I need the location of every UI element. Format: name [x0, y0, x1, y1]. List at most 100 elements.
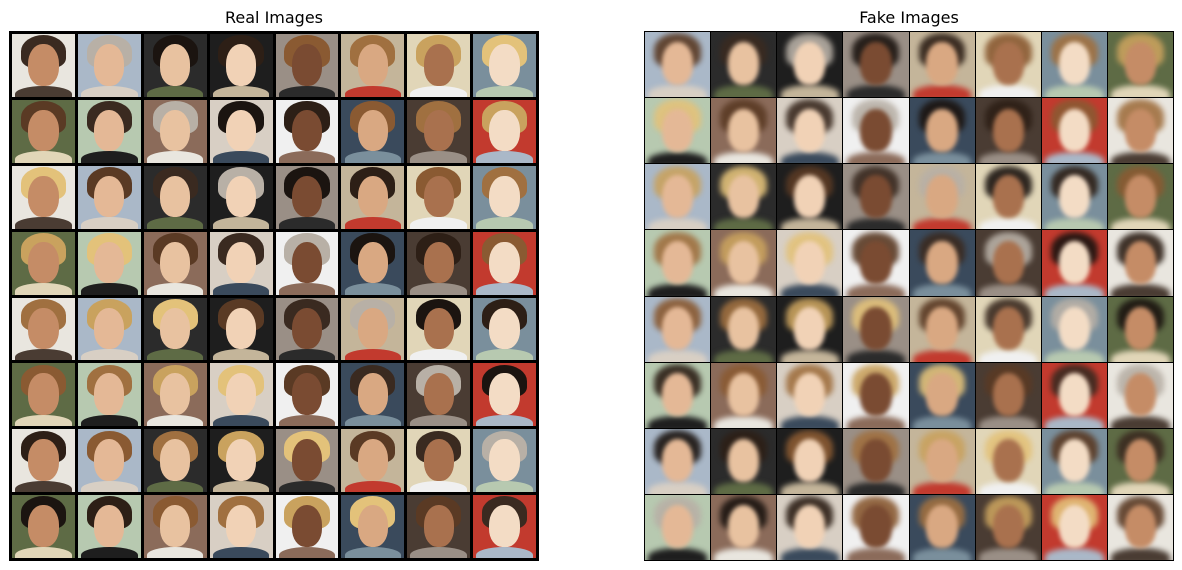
shoulders-shape	[912, 85, 972, 98]
face-shape	[28, 373, 59, 415]
face-shape	[357, 307, 388, 350]
real-image-tile	[275, 99, 339, 163]
face-shape	[291, 373, 323, 415]
face-shape	[291, 505, 323, 547]
face-shape	[728, 108, 760, 152]
fake-image-tile	[711, 362, 777, 428]
shoulders-shape	[978, 416, 1038, 428]
fake-image-tile	[1107, 428, 1173, 494]
face-shape	[1058, 306, 1090, 350]
face-shape	[926, 505, 958, 549]
fake-images-title: Fake Images	[859, 8, 959, 27]
face-shape	[357, 241, 388, 284]
face-shape	[1124, 174, 1157, 218]
face-shape	[225, 505, 257, 547]
face-shape	[661, 240, 694, 284]
face-shape	[94, 373, 125, 415]
shoulders-shape	[978, 482, 1038, 494]
face-shape	[992, 42, 1024, 86]
face-shape	[860, 108, 892, 152]
real-image-tile	[143, 429, 207, 493]
face-shape	[1058, 505, 1090, 549]
fake-image-tile	[909, 296, 975, 362]
shoulders-shape	[978, 548, 1038, 560]
real-image-tile	[77, 34, 141, 97]
face-shape	[225, 175, 257, 218]
shoulders-shape	[15, 480, 72, 493]
shoulders-shape	[81, 85, 138, 97]
face-shape	[728, 373, 760, 416]
face-shape	[160, 505, 191, 547]
shoulders-shape	[648, 283, 707, 296]
face-shape	[1058, 42, 1090, 86]
face-shape	[860, 42, 892, 86]
fake-image-tile	[975, 164, 1041, 230]
face-shape	[291, 44, 323, 86]
fake-image-tile	[1041, 32, 1107, 98]
real-image-tile	[12, 297, 75, 361]
fake-image-tile	[975, 230, 1041, 296]
face-shape	[28, 241, 59, 284]
fake-image-tile	[645, 296, 711, 362]
fake-image-tile	[909, 494, 975, 560]
face-shape	[489, 307, 520, 350]
real-image-tile	[12, 429, 75, 493]
face-shape	[225, 241, 257, 284]
fake-image-tile	[711, 32, 777, 98]
shoulders-shape	[146, 349, 204, 361]
shoulders-shape	[344, 85, 402, 97]
face-shape	[926, 174, 958, 218]
face-shape	[423, 44, 454, 86]
real-image-tile	[473, 231, 536, 295]
face-shape	[225, 307, 257, 350]
shoulders-shape	[476, 85, 533, 97]
shoulders-shape	[15, 151, 72, 163]
shoulders-shape	[780, 283, 840, 296]
face-shape	[357, 44, 388, 86]
face-shape	[794, 174, 826, 218]
fake-image-tile	[1107, 230, 1173, 296]
shoulders-shape	[81, 480, 138, 493]
real-image-tile	[341, 99, 405, 163]
fake-image-tile	[909, 164, 975, 230]
shoulders-shape	[846, 416, 906, 428]
shoulders-shape	[146, 151, 204, 163]
face-shape	[423, 175, 454, 218]
face-shape	[926, 373, 958, 416]
face-shape	[1124, 42, 1157, 86]
face-shape	[160, 175, 191, 218]
face-shape	[860, 373, 892, 416]
face-shape	[860, 439, 892, 483]
shoulders-shape	[15, 283, 72, 295]
face-shape	[794, 108, 826, 152]
face-shape	[1058, 108, 1090, 152]
real-image-tile	[407, 429, 471, 493]
shoulders-shape	[648, 85, 707, 98]
shoulders-shape	[978, 217, 1038, 230]
shoulders-shape	[476, 546, 533, 558]
fake-images-grid	[644, 31, 1174, 561]
shoulders-shape	[780, 151, 840, 164]
shoulders-shape	[1045, 349, 1104, 362]
fake-image-tile	[1107, 494, 1173, 560]
fake-image-tile	[1107, 164, 1173, 230]
shoulders-shape	[410, 414, 467, 427]
face-shape	[1124, 240, 1157, 284]
face-shape	[1058, 240, 1090, 284]
fake-image-tile	[843, 494, 909, 560]
shoulders-shape	[780, 416, 840, 428]
shoulders-shape	[278, 414, 336, 427]
face-shape	[992, 240, 1024, 284]
shoulders-shape	[978, 283, 1038, 296]
fake-image-tile	[1041, 230, 1107, 296]
face-shape	[423, 241, 454, 284]
face-shape	[94, 505, 125, 547]
shoulders-shape	[212, 349, 270, 361]
fake-image-tile	[645, 428, 711, 494]
shoulders-shape	[714, 482, 773, 494]
face-shape	[94, 439, 125, 481]
real-image-tile	[407, 231, 471, 295]
shoulders-shape	[146, 283, 204, 295]
shoulders-shape	[714, 548, 773, 560]
shoulders-shape	[912, 151, 972, 164]
